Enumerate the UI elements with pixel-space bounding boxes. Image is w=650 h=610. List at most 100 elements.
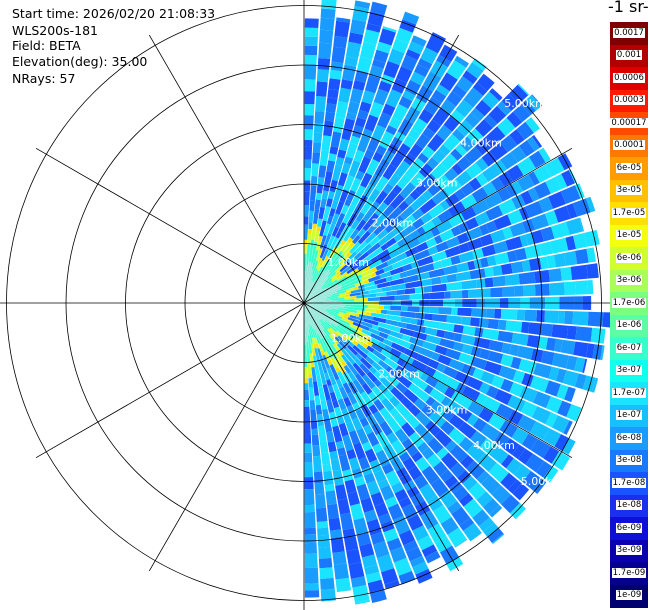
- far-gate: [387, 242, 400, 254]
- far-gate: [511, 427, 529, 445]
- far-gate: [383, 190, 398, 206]
- boundary-gate: [367, 340, 374, 347]
- far-gate: [528, 322, 541, 335]
- far-gate: [321, 452, 331, 465]
- far-gate: [440, 517, 459, 535]
- near-gate: [333, 316, 351, 326]
- far-gate: [404, 223, 417, 235]
- near-gate: [304, 303, 344, 309]
- boundary-gate: [313, 343, 317, 349]
- far-gate: [304, 64, 317, 80]
- far-gate: [409, 293, 424, 300]
- far-gate: [479, 348, 491, 360]
- near-gate: [304, 303, 323, 339]
- far-gate: [533, 165, 552, 183]
- colorbar-label: 0.0017: [613, 27, 645, 38]
- far-gate: [364, 315, 374, 321]
- near-gate: [304, 303, 346, 307]
- far-gate: [430, 276, 442, 285]
- far-gate: [357, 134, 371, 153]
- far-gate: [343, 396, 352, 408]
- near-gate: [324, 271, 337, 284]
- far-gate: [540, 350, 555, 365]
- far-gate: [318, 165, 327, 178]
- far-gate: [474, 327, 484, 338]
- far-gate: [397, 239, 406, 248]
- far-gate: [332, 425, 343, 443]
- far-gate: [384, 357, 399, 370]
- far-gate: [543, 446, 560, 464]
- far-gate: [360, 357, 373, 370]
- far-gate: [371, 361, 383, 372]
- range-label-3: 3.00km: [416, 177, 458, 190]
- far-gate: [431, 32, 446, 42]
- far-gate: [313, 471, 324, 484]
- far-gate: [375, 391, 386, 402]
- far-gate: [319, 17, 335, 31]
- far-gate: [403, 540, 419, 552]
- far-gate: [308, 387, 315, 401]
- far-gate: [372, 151, 384, 163]
- far-gate: [414, 369, 424, 379]
- far-gate: [317, 360, 324, 373]
- far-gate: [517, 174, 535, 192]
- far-gate: [375, 268, 385, 276]
- far-gate: [360, 172, 373, 188]
- far-gate: [384, 580, 400, 589]
- far-gate: [415, 388, 431, 403]
- far-gate: [360, 497, 375, 513]
- far-gate: [456, 156, 472, 171]
- far-gate: [398, 570, 416, 585]
- far-gate: [417, 234, 428, 244]
- far-gate: [320, 577, 335, 590]
- far-gate: [355, 211, 365, 223]
- far-gate: [489, 88, 503, 101]
- far-gate: [524, 244, 542, 259]
- far-gate: [530, 348, 544, 363]
- far-gate: [418, 163, 434, 178]
- far-gate: [416, 226, 426, 236]
- far-gate: [329, 450, 339, 461]
- far-gate: [434, 345, 448, 356]
- far-gate: [423, 293, 431, 300]
- far-gate: [551, 352, 569, 369]
- near-gate: [304, 303, 332, 310]
- far-gate: [314, 199, 321, 210]
- far-gate: [356, 427, 369, 445]
- far-gate: [356, 343, 370, 355]
- far-gate: [460, 182, 475, 197]
- far-gate: [422, 220, 436, 233]
- far-gate: [319, 440, 329, 454]
- far-gate: [375, 261, 389, 271]
- far-gate: [422, 341, 437, 352]
- far-gate: [347, 391, 358, 405]
- far-gate: [337, 335, 350, 348]
- far-gate: [337, 447, 347, 456]
- far-gate: [574, 357, 586, 373]
- far-gate: [445, 440, 457, 452]
- far-gate: [341, 162, 351, 175]
- far-gate: [304, 139, 313, 147]
- near-gate: [320, 319, 331, 329]
- far-gate: [401, 334, 411, 342]
- far-gate: [352, 345, 362, 354]
- far-gate: [385, 237, 397, 248]
- colorbar-label: 1e-05: [615, 230, 643, 241]
- far-gate: [309, 400, 316, 410]
- far-gate: [488, 105, 507, 124]
- far-gate: [315, 192, 322, 201]
- far-gate: [396, 358, 406, 367]
- boundary-gate: [341, 335, 348, 341]
- boundary-gate: [336, 273, 342, 279]
- far-gate: [476, 470, 490, 484]
- boundary-gate: [318, 257, 322, 263]
- far-gate: [384, 230, 396, 241]
- far-gate: [525, 453, 545, 473]
- far-gate: [537, 336, 548, 350]
- far-gate: [424, 366, 437, 377]
- boundary-gate: [316, 226, 321, 232]
- near-gate: [304, 268, 314, 303]
- far-gate: [352, 80, 366, 91]
- far-gate: [304, 527, 316, 535]
- ppi-plot: 1.00km 1.00km 2.00km 2.00km 3.00km 3.00km 4.00…: [0, 0, 610, 610]
